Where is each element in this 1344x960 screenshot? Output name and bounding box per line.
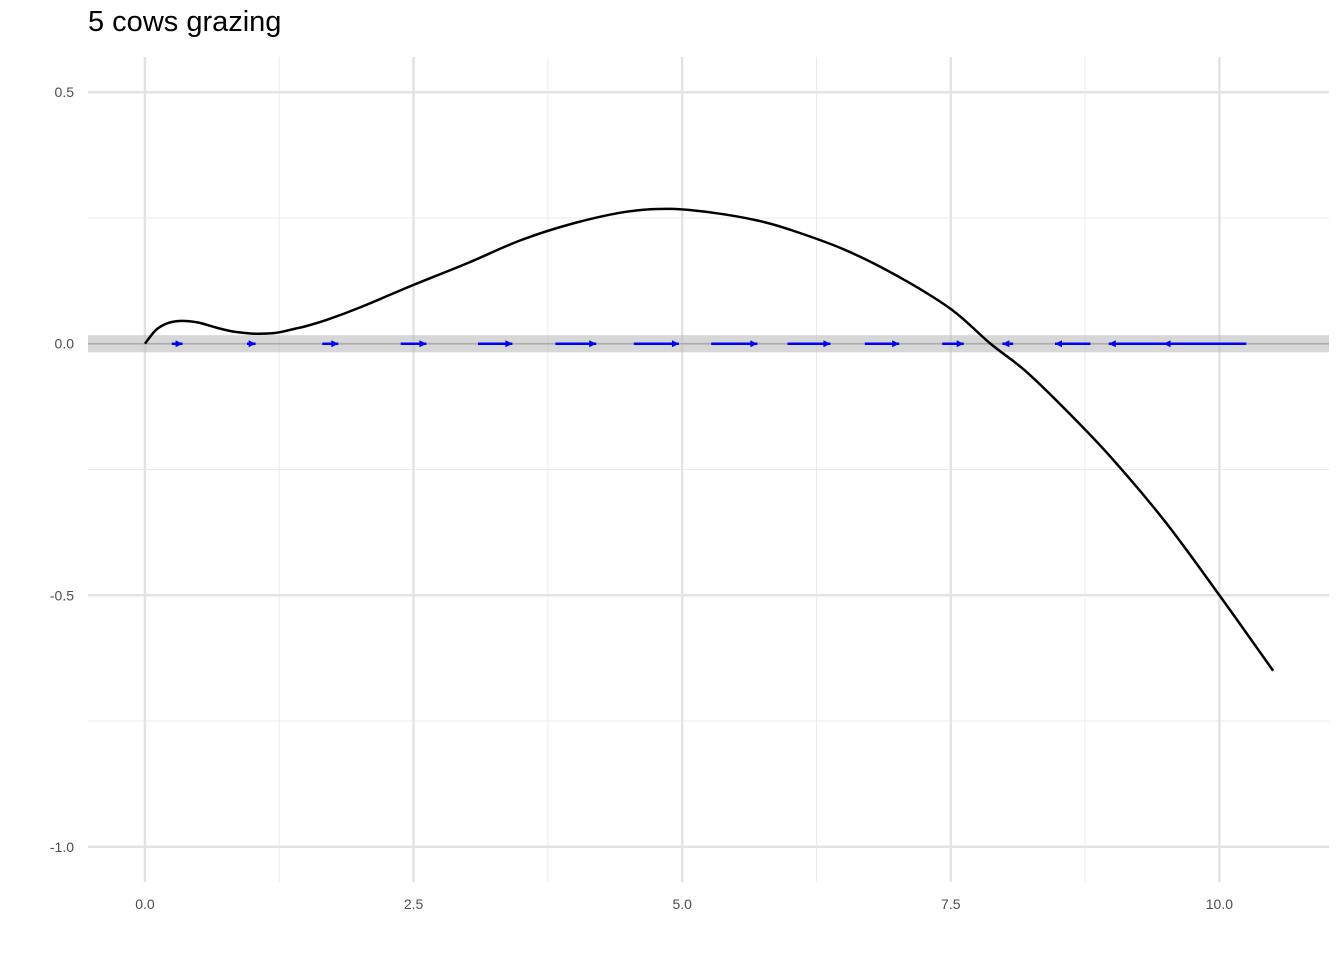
flow-arrow xyxy=(171,340,183,348)
flow-arrow-head xyxy=(671,340,679,348)
flow-arrow xyxy=(555,340,597,348)
y-tick-label: -0.5 xyxy=(50,587,74,603)
x-tick-label: 5.0 xyxy=(672,896,692,912)
flow-arrow xyxy=(711,340,758,348)
curve-line xyxy=(143,207,1275,672)
flow-arrow-head xyxy=(505,340,513,348)
flow-arrows xyxy=(171,340,1247,348)
flow-arrow xyxy=(1055,340,1091,348)
flow-arrow-head xyxy=(419,340,427,348)
flow-arrow-head xyxy=(750,340,758,348)
x-axis-tick-labels: 0.0 2.5 5.0 7.5 10.0 xyxy=(135,896,1233,912)
flow-arrow-head xyxy=(175,340,183,348)
x-tick-label: 10.0 xyxy=(1206,896,1233,912)
flow-arrow xyxy=(322,340,339,348)
flow-arrow xyxy=(400,340,427,348)
x-tick-label: 0.0 xyxy=(135,896,155,912)
flow-arrow xyxy=(942,340,964,348)
flow-arrow-head xyxy=(823,340,831,348)
flow-arrow-head xyxy=(1108,340,1116,348)
minor-gridlines xyxy=(88,57,1329,882)
flow-arrow xyxy=(1163,340,1247,348)
x-tick-label: 7.5 xyxy=(941,896,961,912)
flow-arrow-head xyxy=(1163,340,1171,348)
flow-arrow-head xyxy=(1002,340,1010,348)
y-tick-label: 0.5 xyxy=(55,84,75,100)
flow-arrow-head xyxy=(331,340,339,348)
flow-arrow xyxy=(247,340,256,348)
flow-arrow xyxy=(633,340,679,348)
flow-arrow-head xyxy=(589,340,597,348)
x-tick-label: 2.5 xyxy=(404,896,424,912)
flow-arrow-head xyxy=(892,340,900,348)
flow-arrow-head xyxy=(956,340,964,348)
flow-arrow-head xyxy=(1055,340,1063,348)
y-axis-tick-labels: 0.5 0.0 -0.5 -1.0 xyxy=(50,84,74,855)
flow-arrow-head xyxy=(248,340,256,348)
y-tick-label: 0.0 xyxy=(55,336,75,352)
flow-arrow xyxy=(478,340,513,348)
flow-arrow xyxy=(787,340,831,348)
chart-title: 5 cows grazing xyxy=(88,6,282,38)
flow-arrow xyxy=(864,340,900,348)
flow-arrow xyxy=(1002,340,1014,348)
y-tick-label: -1.0 xyxy=(50,839,74,855)
curve-layer xyxy=(143,207,1275,672)
flow-arrow xyxy=(1108,340,1168,348)
